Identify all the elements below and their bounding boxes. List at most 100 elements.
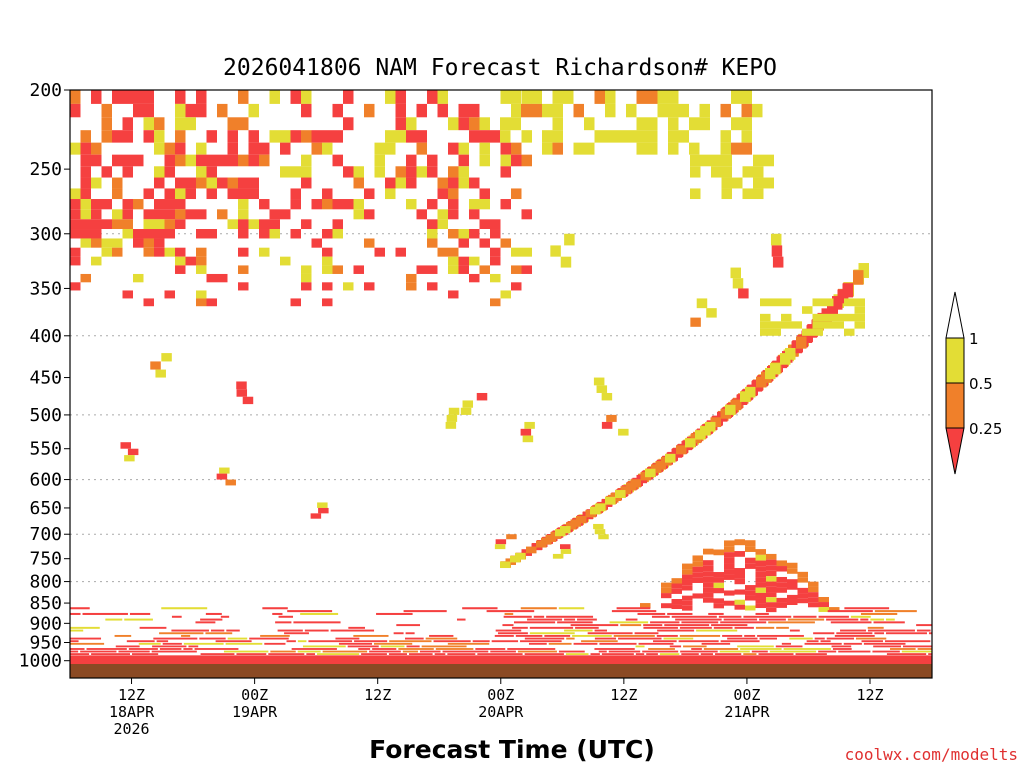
ri-cell-upper (427, 166, 438, 178)
ri-cell-scatter (771, 245, 783, 257)
ri-cell-boundary-layer (722, 634, 743, 637)
ri-cell-scatter (317, 502, 328, 508)
ri-cell-surface (122, 655, 133, 665)
ri-cell-upper (154, 247, 165, 257)
ri-cell-upper (112, 219, 123, 230)
ri-cell-surface (889, 655, 900, 665)
ri-cell-upper (269, 209, 280, 220)
ri-cell-boundary-layer (708, 612, 724, 615)
ri-cell-upper (175, 265, 186, 274)
ri-cell-upper (80, 154, 91, 167)
ri-cell-mixed-layer (787, 562, 798, 569)
ri-cell-upper (101, 238, 112, 248)
ri-cell-band-cap (823, 298, 834, 307)
ri-cell-upper (91, 229, 102, 239)
ri-cell-boundary-layer (873, 645, 902, 648)
ri-cell-upper (248, 130, 259, 143)
ri-cell-upper (112, 247, 123, 257)
ri-cell-upper-right (636, 142, 647, 155)
ri-cell-scatter (560, 256, 572, 268)
ri-cell-mixed-layer (808, 592, 819, 598)
ri-cell-upper (458, 265, 469, 274)
y-tick-label-200: 200 (29, 80, 62, 101)
ri-cell-band-cap (844, 328, 855, 336)
ri-cell-boundary-layer (873, 621, 905, 624)
ri-cell-upper (259, 142, 270, 155)
ri-cell-scatter (462, 400, 474, 408)
ri-cell-upper (290, 298, 301, 307)
ri-cell-surface (311, 655, 322, 665)
ri-cell-upper (427, 154, 438, 167)
ri-cell-boundary-layer (215, 640, 252, 643)
ri-cell-upper-right (741, 142, 752, 155)
ri-cell-upper (164, 247, 175, 257)
ri-cell-upper (458, 117, 469, 131)
ri-cell-surface (899, 655, 910, 665)
ri-cell-upper (490, 219, 501, 230)
ri-cell-band-cap (802, 328, 813, 336)
ri-cell-boundary-layer (594, 629, 607, 632)
ri-cell-band-cap (812, 328, 823, 336)
ri-cell-band-cap (781, 321, 792, 329)
ri-cell-upper (196, 247, 207, 257)
ri-cell-boundary-layer (335, 637, 360, 640)
ri-cell-upper (227, 154, 238, 167)
ri-cell-boundary-layer (429, 634, 454, 637)
ri-cell-mixed-layer (776, 587, 787, 593)
ri-cell-mixed-layer (661, 587, 672, 594)
ri-cell-upper (122, 117, 133, 131)
ri-cell-upper-right (605, 130, 616, 143)
ri-cell-boundary-layer (860, 612, 898, 615)
y-tick-label-1000: 1000 (19, 651, 62, 672)
ri-cell-band-cap (854, 298, 865, 307)
ri-cell-boundary-layer (855, 637, 887, 640)
ri-cell-upper (175, 219, 186, 230)
ri-cell-upper (164, 154, 175, 167)
ri-cell-boundary-layer (663, 637, 694, 640)
ri-cell-upper (164, 199, 175, 210)
ri-cell-upper (185, 177, 196, 189)
ri-cell-upper (280, 142, 291, 155)
ri-cell-mixed-layer (755, 598, 766, 604)
ri-cell-boundary-layer (587, 632, 633, 635)
ri-cell-scatter (564, 233, 575, 246)
ri-cell-upper (500, 154, 511, 167)
ri-cell-boundary-layer (408, 653, 433, 655)
ri-cell-boundary-layer (462, 607, 498, 610)
ri-cell-mixed-layer (734, 551, 745, 557)
y-tick-label-950: 950 (29, 633, 62, 654)
ri-cell-boundary-layer (225, 642, 263, 645)
ri-cell-scatter (310, 513, 322, 519)
ri-cell-boundary-layer (759, 637, 777, 640)
ri-cell-upper (343, 117, 354, 131)
ri-cell-upper (416, 130, 427, 143)
ri-cell-mixed-layer (766, 602, 777, 608)
ri-cell-mixed-layer (787, 584, 798, 590)
ri-cell-boundary-layer (616, 607, 651, 610)
ri-cell-frontal-band (853, 270, 864, 285)
ri-cell-surface (500, 655, 511, 665)
ri-cell-boundary-layer (200, 618, 223, 621)
y-tick-label-250: 250 (29, 159, 62, 180)
ri-cell-upper-right (752, 103, 763, 118)
ri-cell-mixed-layer (661, 593, 672, 599)
ri-cell-upper (437, 209, 448, 220)
ri-cell-upper (511, 103, 522, 118)
ri-cell-mixed-layer (724, 546, 735, 553)
ri-cell-upper (280, 166, 291, 178)
ri-cell-upper (206, 166, 217, 178)
ri-cell-boundary-layer (435, 648, 474, 650)
ri-cell-surface (752, 655, 763, 665)
ri-cell-mixed-layer (682, 563, 693, 570)
ri-cell-boundary-layer (70, 642, 105, 645)
ri-cell-boundary-layer (171, 629, 209, 632)
ri-cell-boundary-layer (389, 640, 432, 643)
ri-cell-boundary-layer (789, 637, 813, 640)
ri-cell-upper (469, 229, 480, 239)
ri-cell-upper (406, 117, 417, 131)
ri-cell-upper (332, 130, 343, 143)
ri-cell-upper-right (731, 90, 742, 104)
ri-cell-boundary-layer (223, 650, 269, 653)
ri-cell-upper (416, 166, 427, 178)
ri-cell-upper-right (552, 90, 563, 104)
